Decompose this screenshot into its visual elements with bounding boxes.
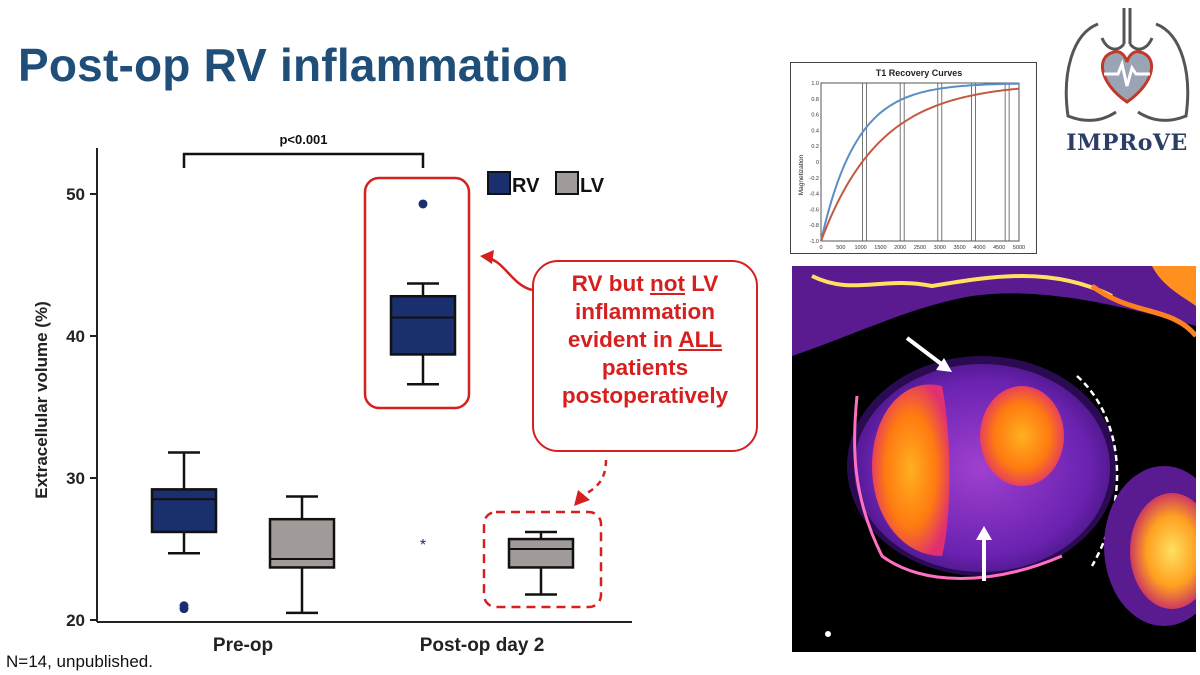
outlier-point bbox=[418, 199, 428, 209]
callout-line3-underlined: ALL bbox=[678, 327, 723, 352]
arrowhead-icon bbox=[574, 490, 590, 506]
logo-text: IMPRoVE bbox=[1066, 130, 1188, 156]
t1-ytick: 0.6 bbox=[811, 113, 819, 119]
t1-ytick: 0.8 bbox=[811, 97, 819, 103]
footnote: N=14, unpublished. bbox=[6, 652, 153, 671]
slide-title: Post-op RV inflammation bbox=[18, 39, 569, 91]
highlight-lv-postop bbox=[482, 510, 603, 609]
x-category-label: Pre-op bbox=[213, 635, 273, 656]
y-tick-label: 40 bbox=[66, 327, 85, 346]
t1-curve-blue bbox=[820, 82, 1020, 242]
t1-xtick: 3500 bbox=[953, 245, 965, 251]
t1-xtick: 4500 bbox=[993, 245, 1005, 251]
t1-plot-area bbox=[820, 82, 1020, 242]
legend-label: RV bbox=[512, 175, 540, 197]
t1-xtick: 1000 bbox=[854, 245, 866, 251]
t1-ytick: -0.4 bbox=[810, 192, 819, 198]
arrow-icon bbox=[905, 336, 946, 368]
t1-ytick: 1.0 bbox=[811, 81, 819, 87]
box-plot-chart: 20 30 40 50 Extracellular volume (%) Pre-op Po… bbox=[32, 132, 632, 656]
t1-ytick: -0.2 bbox=[810, 176, 819, 182]
t1-ytick: 0.2 bbox=[811, 144, 819, 150]
t1-xtick: 2500 bbox=[914, 245, 926, 251]
t1-recovery-panel: T1 Recovery Curves Magnetization 1.0 0.8 0… bbox=[790, 62, 1037, 254]
callout-arrow-solid bbox=[487, 256, 533, 292]
callout-line1-pre: RV but bbox=[571, 271, 650, 296]
legend-swatch-lv bbox=[555, 171, 579, 195]
callout-line5: postoperatively bbox=[561, 383, 729, 408]
t1-ytick: 0.4 bbox=[811, 128, 819, 134]
extreme-marker: * bbox=[420, 537, 426, 554]
box-lv bbox=[268, 517, 336, 569]
t1-xtick: 3000 bbox=[934, 245, 946, 251]
box-rv bbox=[150, 488, 218, 534]
significance-bracket bbox=[182, 152, 425, 168]
t1-xtick: 5000 bbox=[1013, 245, 1025, 251]
t1-xtick: 2000 bbox=[894, 245, 906, 251]
callout-line2: inflammation bbox=[574, 299, 715, 324]
t1-ylabel: Magnetization bbox=[798, 154, 805, 195]
arrowhead-icon bbox=[480, 250, 494, 264]
box-rv bbox=[389, 294, 457, 356]
t1-xtick: 4000 bbox=[973, 245, 985, 251]
significance-label: p<0.001 bbox=[279, 132, 327, 147]
y-tick-label: 50 bbox=[66, 185, 85, 204]
t1-curve-red bbox=[820, 87, 1020, 242]
t1-ytick: -1.0 bbox=[810, 239, 819, 245]
lungs-heart-icon bbox=[1064, 8, 1190, 122]
t1-xtick: 500 bbox=[836, 245, 845, 251]
callout-line1-underlined: not bbox=[650, 271, 685, 296]
outlier-point bbox=[179, 601, 189, 611]
t1-gate-marker bbox=[971, 82, 976, 242]
callout-line4: patients bbox=[601, 355, 689, 380]
t1-gate-marker bbox=[937, 82, 943, 242]
y-tick-label: 30 bbox=[66, 469, 85, 488]
t1-ytick: -0.8 bbox=[810, 223, 819, 229]
legend-swatch-rv bbox=[487, 171, 511, 195]
callout-arrow-dashed bbox=[579, 459, 608, 499]
callout-line1-post: LV bbox=[684, 271, 719, 296]
y-tick-label: 20 bbox=[66, 611, 85, 630]
t1-title: T1 Recovery Curves bbox=[876, 68, 963, 78]
cardiac-t1-map-image bbox=[792, 266, 1196, 652]
t1-xtick: 0 bbox=[819, 245, 822, 251]
y-axis-label: Extracellular volume (%) bbox=[32, 301, 51, 498]
t1-xtick: 1500 bbox=[874, 245, 886, 251]
improve-logo: IMPRoVE bbox=[1058, 4, 1196, 164]
t1-ytick: 0 bbox=[816, 160, 819, 166]
t1-ytick: -0.6 bbox=[810, 207, 819, 213]
legend-label: LV bbox=[580, 175, 605, 197]
t1-gate-marker bbox=[899, 82, 905, 242]
x-category-label: Post-op day 2 bbox=[420, 635, 545, 656]
callout-box: RV but not LV inflammation evident in AL… bbox=[532, 260, 758, 452]
box-lv bbox=[507, 537, 575, 569]
callout-line3-pre: evident in bbox=[567, 327, 679, 352]
highlight-rv-postop bbox=[363, 176, 471, 410]
